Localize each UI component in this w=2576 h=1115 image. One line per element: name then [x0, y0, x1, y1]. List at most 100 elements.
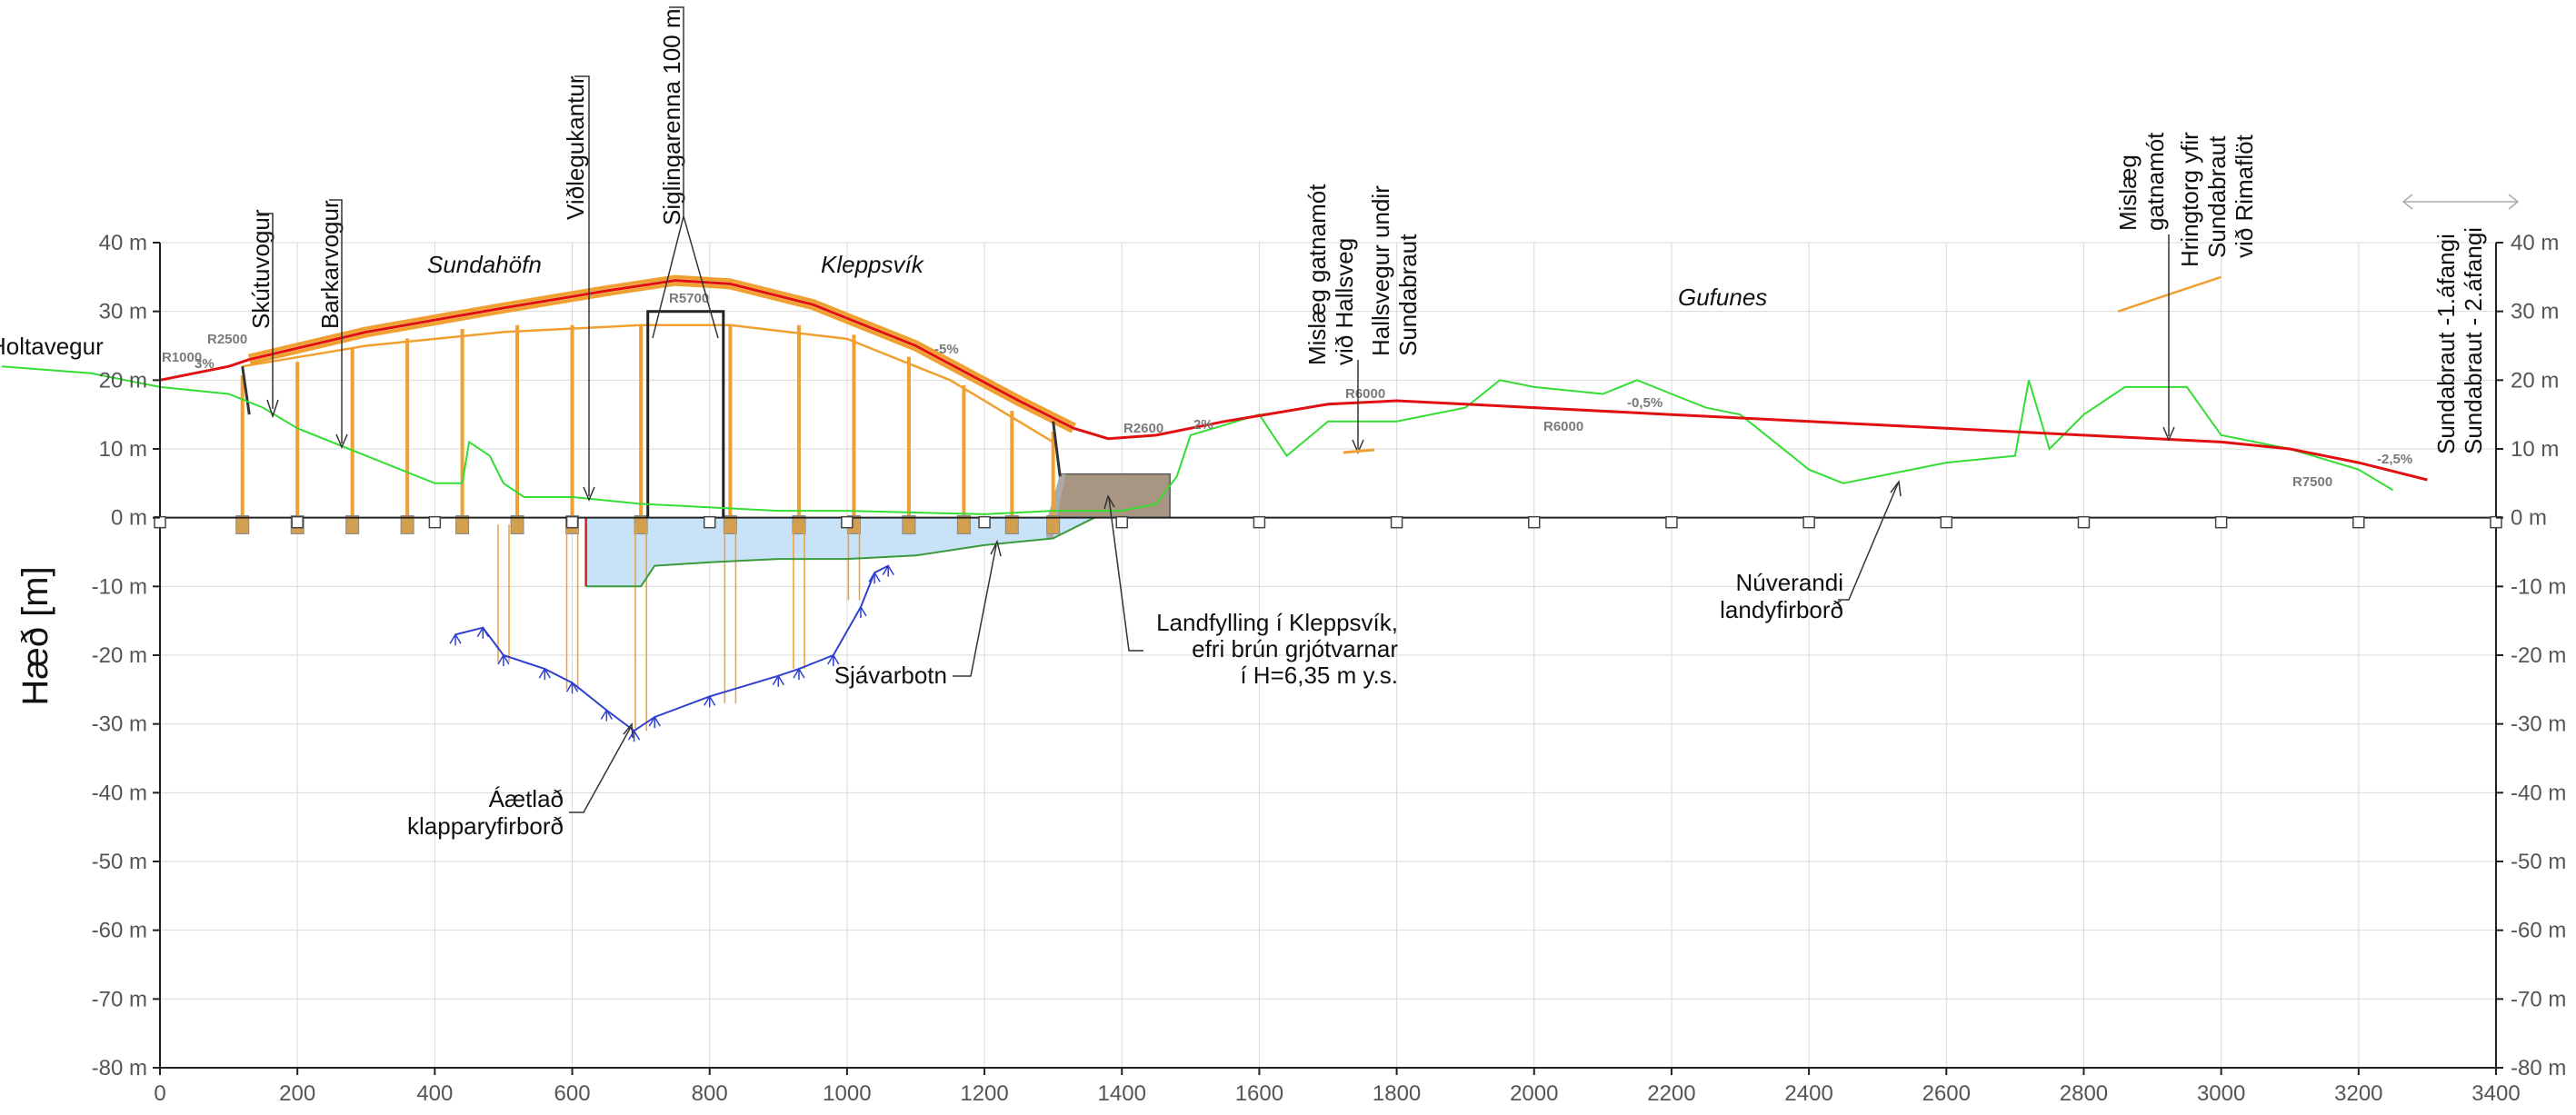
bridge-soffit — [242, 324, 1054, 443]
bedrock-hatch — [497, 653, 510, 666]
pier-footing — [510, 514, 524, 534]
callout-landfylling: Landfylling í Kleppsvík, efri brún grjót… — [1103, 494, 1398, 689]
y-tick-label-right: 10 m — [2511, 437, 2559, 462]
svg-text:við Hallsveg: við Hallsveg — [1331, 238, 1358, 365]
x-tick-label: 3000 — [2197, 1081, 2245, 1106]
profile-lines — [2, 279, 2428, 742]
station-marker — [2214, 515, 2228, 529]
road-design-line — [159, 279, 2428, 482]
y-tick-label: 10 m — [99, 437, 147, 462]
callout-hringtorg: Mislæg gatnamót Hringtorg yfir Sundabrau… — [2114, 132, 2258, 442]
curve-label: R1000 — [162, 350, 202, 365]
y-tick-label: 30 m — [99, 300, 147, 324]
svg-text:Mislæg gatnamót: Mislæg gatnamót — [1303, 184, 1331, 365]
svg-text:klapparyfirborð: klapparyfirborð — [407, 812, 564, 840]
pier-footing — [235, 514, 250, 534]
station-marker — [2352, 515, 2365, 529]
abutment-east — [1052, 421, 1062, 477]
slope-label: 3% — [195, 356, 215, 372]
y-tick-label: -50 m — [92, 850, 147, 874]
curve-label: R2500 — [207, 332, 247, 347]
x-tick-label: 1000 — [823, 1081, 871, 1106]
x-tick-label: 2800 — [2060, 1081, 2108, 1106]
station-marker — [1253, 515, 1266, 529]
y-axis-title: Hæð [m] — [15, 566, 55, 705]
x-tick-label: 3400 — [2471, 1081, 2520, 1106]
y-tick-label-right: -70 m — [2511, 987, 2566, 1011]
bedrock-hatch — [600, 709, 613, 722]
y-tick-label: -80 m — [92, 1056, 147, 1080]
water-area — [585, 517, 1094, 587]
y-tick-label: -60 m — [92, 919, 147, 943]
y-tick-label: -70 m — [92, 987, 147, 1011]
y-tick-label: -10 m — [92, 574, 147, 599]
callout-sjavarbotn: Sjávarbotn — [834, 539, 1002, 689]
svg-text:Siglingarenna 100 m: Siglingarenna 100 m — [658, 9, 685, 226]
pier-footing — [1046, 514, 1061, 534]
pier-footing — [792, 514, 806, 534]
abutment-west — [241, 365, 251, 415]
seabed-line — [585, 516, 1095, 588]
bedrock-hatch — [854, 605, 867, 619]
y-tick-label-right: -20 m — [2511, 643, 2566, 668]
x-tick-label: 0 — [154, 1081, 165, 1106]
bedrock-hatch — [793, 667, 805, 681]
svg-text:Sundabraut -1.áfangi: Sundabraut -1.áfangi — [2432, 234, 2460, 454]
pier-footing — [902, 514, 916, 534]
pier-footing — [345, 514, 360, 534]
y-tick-label-right: 30 m — [2511, 300, 2559, 324]
curve-label: R6000 — [1345, 386, 1385, 402]
y-tick-label: -40 m — [92, 781, 147, 805]
slope-label: -2,5% — [2377, 452, 2412, 467]
pier-footing — [723, 514, 737, 534]
bedrock-hatch — [704, 694, 716, 708]
x-tick-label: 2000 — [1510, 1081, 1558, 1106]
station-marker — [703, 515, 716, 529]
station-marker — [1940, 515, 1953, 529]
x-tick-label: 1600 — [1235, 1081, 1283, 1106]
curve-label: R2600 — [1123, 421, 1163, 436]
y-tick-label-right: -30 m — [2511, 712, 2566, 737]
bedrock-hatch — [449, 632, 462, 646]
y-tick-label-right: 40 m — [2511, 231, 2559, 255]
x-tick-label: 800 — [692, 1081, 728, 1106]
bedrock-hatch — [627, 729, 641, 742]
svg-text:við Rimaflöt: við Rimaflöt — [2231, 134, 2258, 258]
svg-text:Sundabraut: Sundabraut — [1394, 234, 1422, 356]
y-tick-label: 0 m — [111, 506, 147, 531]
station-marker — [291, 515, 304, 529]
callout-vidlegukantur: Viðlegukantur — [562, 75, 595, 502]
bedrock-hatch — [882, 564, 894, 577]
y-tick-label: 20 m — [99, 368, 147, 393]
station-marker — [2077, 515, 2091, 529]
callout-afangi: Sundabraut -1.áfangi Sundabraut - 2.áfan… — [2401, 194, 2520, 454]
y-tick-label-right: -40 m — [2511, 781, 2566, 805]
station-marker — [565, 515, 579, 529]
place-kleppsvik: Kleppsvík — [821, 251, 925, 278]
x-tick-label: 1200 — [960, 1081, 1008, 1106]
slope-label: 2% — [1193, 417, 1213, 433]
svg-text:Hallsvegur undir: Hallsvegur undir — [1367, 185, 1394, 356]
place-gufunes: Gufunes — [1678, 284, 1767, 311]
curve-label: R7500 — [2292, 474, 2332, 490]
svg-text:Viðlegukantur: Viðlegukantur — [562, 75, 589, 220]
station-marker — [841, 515, 854, 529]
svg-text:Áætlað: Áætlað — [489, 785, 564, 812]
x-tick-label: 200 — [279, 1081, 315, 1106]
station-marker — [428, 515, 442, 529]
slope-label: -0,5% — [1627, 395, 1662, 411]
y-tick-label-right: 20 m — [2511, 368, 2559, 393]
x-tick-label: 2400 — [1784, 1081, 1832, 1106]
svg-text:Sjávarbotn: Sjávarbotn — [834, 662, 947, 689]
pier-footing — [1004, 514, 1019, 534]
svg-text:Sundabraut: Sundabraut — [2203, 135, 2231, 258]
water-fill — [585, 517, 1094, 587]
callout-holtavegur: Holtavegur — [0, 333, 104, 360]
callout-aaetlad: Áætlað klapparyfirborð — [407, 722, 634, 840]
station-marker — [978, 515, 991, 529]
svg-text:Núverandi: Núverandi — [1735, 569, 1843, 596]
svg-text:Skútuvogur: Skútuvogur — [247, 209, 275, 329]
bedrock-hatch — [868, 571, 881, 584]
svg-text:Barkarvogur: Barkarvogur — [316, 200, 344, 329]
